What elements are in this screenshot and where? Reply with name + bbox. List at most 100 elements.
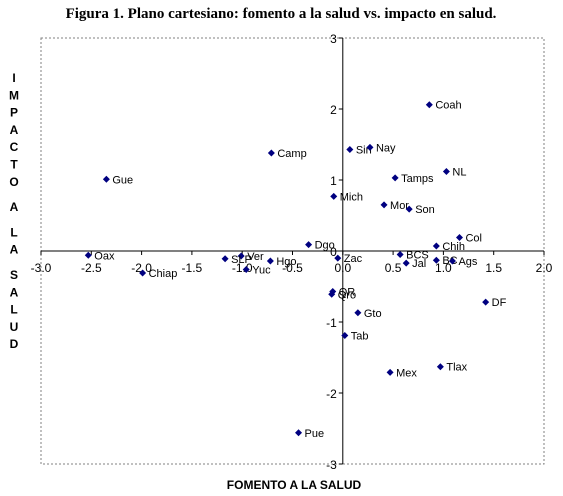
data-point: Nay [366,142,396,154]
point-marker [455,234,463,242]
point-marker [380,201,388,209]
x-tick-label: 0.0 [334,261,351,275]
point-label: Chiap [149,268,178,280]
y-tick-label: 1 [330,174,337,188]
y-axis-title-letter: A [10,243,19,257]
x-axis-title: FOMENTO A LA SALUD [227,478,362,492]
point-label: Zac [344,253,363,265]
y-axis-title-letter: O [9,175,18,189]
point-marker [436,363,444,371]
data-point: Mich [330,191,363,203]
point-marker [305,241,313,249]
point-label: Chih [442,241,465,253]
point-label: DF [492,297,507,309]
point-label: Gto [364,308,382,320]
point-marker [391,174,399,182]
point-marker [482,298,490,306]
y-axis-title-letter: C [10,140,19,154]
data-point: BCS [396,250,429,262]
point-label: Oax [94,250,115,262]
data-point: Gue [102,174,133,186]
point-label: Pue [305,428,325,440]
data-point: Chih [432,241,465,253]
point-label: Tab [351,330,369,342]
point-marker [432,256,440,264]
data-point: Ags [448,256,478,268]
x-tick-label: 1.5 [485,261,502,275]
point-label: Jal [412,258,426,270]
y-tick-label: -2 [326,387,337,401]
y-tick-label: 2 [330,103,337,117]
data-point: Dgo [305,240,335,252]
y-axis-title-letter: P [10,106,18,120]
point-label: SLP [231,254,252,266]
data-point: Tab [341,330,369,342]
data-point: DF [482,297,507,309]
point-marker [334,254,342,262]
y-tick-label: 0 [330,245,337,259]
point-label: Yuc [252,264,271,276]
point-marker [295,429,303,437]
point-label: Camp [277,148,306,160]
y-axis-title-letter: A [10,123,19,137]
data-point: QR [329,286,355,298]
y-axis-title-letter: S [10,268,18,282]
data-point: Zac [334,253,363,265]
point-label: Col [465,233,482,245]
y-axis-title-letter: L [10,225,17,239]
y-axis-title-letter: A [10,200,19,214]
data-point: SLP [221,254,252,266]
point-marker [330,192,338,200]
x-tick-label: 2.0 [536,261,553,275]
data-point: Camp [267,148,307,160]
point-label: Qro [338,289,356,301]
point-label: Dgo [315,240,335,252]
point-marker [237,252,245,260]
point-marker [402,259,410,267]
point-marker [266,257,274,265]
point-marker [139,269,147,277]
point-label: Son [415,204,435,216]
y-axis-title-letter: T [10,158,18,172]
point-marker [267,149,275,157]
data-point: Pue [295,428,324,440]
y-axis-title-letter: M [9,88,19,102]
point-label: Hgo [276,256,296,268]
axes [40,37,545,465]
point-marker [242,265,250,273]
data-point: Oax [84,250,115,262]
point-marker [354,309,362,317]
y-tick-label: 3 [330,32,337,46]
chart-title: Figura 1. Plano cartesiano: fomento a la… [66,6,497,22]
y-axis-title-letter: I [12,71,15,85]
y-axis-title-letter: D [10,337,19,351]
data-point: Coah [425,100,462,112]
point-label: Mich [340,191,363,203]
y-axis-title-letter: A [10,285,19,299]
x-tick-label: -3.0 [31,261,52,275]
point-label: Nay [376,142,396,154]
data-point: Jal [402,258,426,270]
point-label: BCS [406,250,429,262]
point-marker [329,287,337,295]
point-label: Tlax [446,362,467,374]
point-marker [102,175,110,183]
point-marker [442,167,450,175]
point-marker [386,368,394,376]
data-point: Son [405,204,435,216]
y-tick-label: -1 [326,316,337,330]
point-label: Mor [390,200,409,212]
data-point: Ver [237,251,264,263]
point-label: Ver [247,251,264,263]
point-marker [405,205,413,213]
point-label: Tamps [401,173,434,185]
x-tick-label: -2.0 [131,261,152,275]
y-axis-title-letter: L [10,303,17,317]
point-label: QR [339,286,356,298]
data-point: Mex [386,367,417,379]
x-tick-label: -2.5 [81,261,102,275]
data-point: Yuc [242,264,271,276]
